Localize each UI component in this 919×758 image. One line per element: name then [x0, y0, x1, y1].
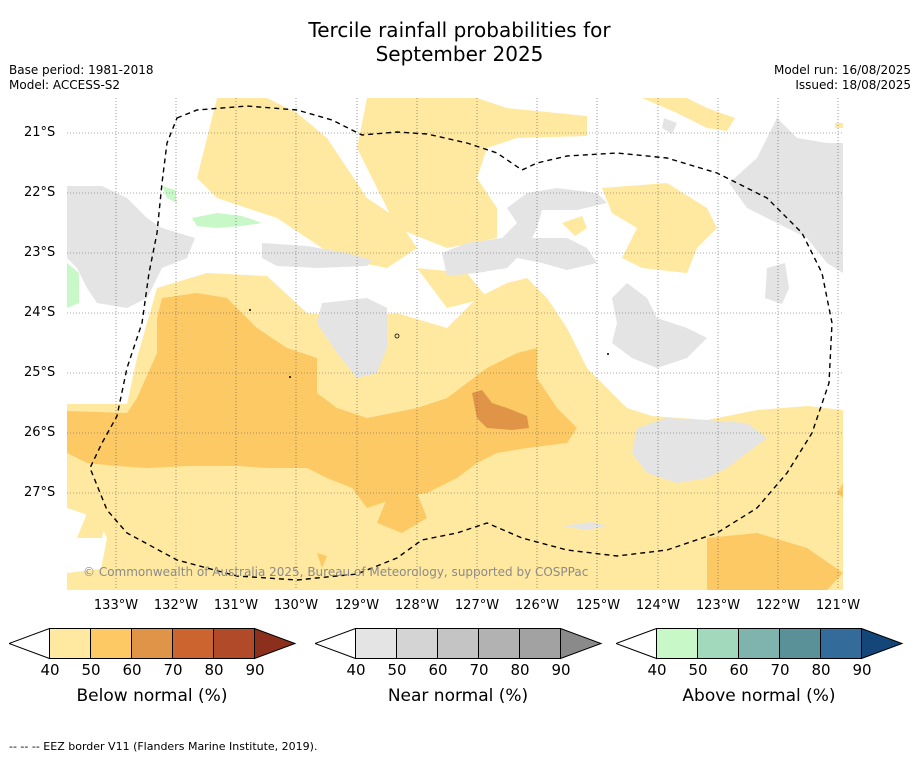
cbar-tick: 50	[81, 661, 101, 679]
colorbar-below-normal	[7, 627, 297, 664]
lat-label: 22°S	[24, 185, 56, 200]
cbar-tick: 40	[647, 661, 667, 679]
eez-footnote: -- -- -- EEZ border V11 (Flanders Marine…	[9, 740, 318, 753]
cbar-tick: 60	[729, 661, 749, 679]
cbar-segment	[213, 628, 255, 659]
below-normal-60-70-areas	[472, 390, 529, 430]
cbar-tick: 90	[551, 661, 571, 679]
lat-label: 21°S	[24, 125, 56, 140]
cbar-segment	[90, 628, 132, 659]
cbar-tick: 90	[852, 661, 872, 679]
cbar-segment	[738, 628, 780, 659]
cbar-segment	[656, 628, 698, 659]
cbar-tick: 60	[428, 661, 448, 679]
lon-label: 133°W	[93, 598, 139, 613]
meta-right: Model run: 16/08/2025 Issued: 18/08/2025	[774, 63, 911, 93]
cbar-segment	[172, 628, 214, 659]
title-line-2: September 2025	[375, 42, 544, 66]
base-period: Base period: 1981-2018	[9, 63, 154, 77]
eez-border	[89, 105, 833, 581]
colorbar-near-normal	[313, 627, 603, 664]
lon-label: 129°W	[334, 598, 380, 613]
island-marker	[394, 333, 400, 339]
cbar-tick: 40	[40, 661, 60, 679]
colorbar-below-svg	[7, 627, 297, 660]
lon-label: 130°W	[273, 598, 319, 613]
colorbar-title-below: Below normal (%)	[76, 686, 228, 706]
model-run: Model run: 16/08/2025	[773, 63, 911, 77]
cbar-segment	[519, 628, 561, 659]
cbar-tick: 70	[469, 661, 489, 679]
cbar-segment	[779, 628, 821, 659]
lat-label: 25°S	[24, 365, 56, 380]
cbar-tick: 50	[688, 661, 708, 679]
lat-label: 24°S	[24, 305, 56, 320]
cbar-segment	[820, 628, 862, 659]
graticule	[67, 98, 843, 590]
island-marker	[289, 376, 291, 378]
cbar-tick: 40	[346, 661, 366, 679]
map-title: Tercile rainfall probabilities for Septe…	[0, 18, 919, 66]
colorbar-title-above: Above normal (%)	[682, 686, 836, 706]
lat-label: 27°S	[24, 485, 56, 500]
cbar-low-arrow	[614, 627, 657, 660]
colorbar-above-svg	[614, 627, 904, 660]
model-name: Model: ACCESS-S2	[9, 78, 121, 92]
cbar-segment	[437, 628, 479, 659]
colorbar-above-normal	[614, 627, 904, 664]
cbar-tick: 80	[811, 661, 831, 679]
cbar-tick: 80	[510, 661, 530, 679]
cbar-high-arrow	[560, 627, 603, 660]
title-line-1: Tercile rainfall probabilities for	[308, 18, 611, 42]
cbar-low-arrow	[7, 627, 50, 660]
copyright-notice: © Commonwealth of Australia 2025, Bureau…	[83, 565, 589, 579]
lon-label: 128°W	[394, 598, 440, 613]
lon-label: 123°W	[695, 598, 741, 613]
cbar-segment	[478, 628, 520, 659]
island-marker	[607, 353, 609, 355]
cbar-tick: 80	[204, 661, 224, 679]
map-panel[interactable]	[67, 98, 843, 590]
meta-left: Base period: 1981-2018 Model: ACCESS-S2	[9, 63, 154, 93]
cbar-tick: 60	[122, 661, 142, 679]
colorbar-title-near: Near normal (%)	[387, 686, 529, 706]
lon-label: 124°W	[635, 598, 681, 613]
cbar-high-arrow	[861, 627, 904, 660]
lon-label: 121°W	[815, 598, 861, 613]
map-svg	[67, 98, 843, 590]
lon-label: 122°W	[755, 598, 801, 613]
below-normal-50-60-areas	[67, 293, 843, 590]
lon-label: 132°W	[153, 598, 199, 613]
issued-date: Issued: 18/08/2025	[795, 78, 911, 92]
cbar-segment	[131, 628, 173, 659]
lon-label: 131°W	[213, 598, 259, 613]
cbar-segment	[697, 628, 739, 659]
lon-label: 125°W	[575, 598, 621, 613]
cbar-high-arrow	[254, 627, 297, 660]
cbar-low-arrow	[313, 627, 356, 660]
cbar-segment	[355, 628, 397, 659]
cbar-tick: 70	[770, 661, 790, 679]
cbar-segment	[396, 628, 438, 659]
lat-label: 26°S	[24, 425, 56, 440]
above-normal-40-50-areas	[67, 186, 262, 308]
cbar-tick: 50	[387, 661, 407, 679]
cbar-tick: 90	[245, 661, 265, 679]
near-normal-40-50-areas	[67, 118, 843, 530]
lon-label: 127°W	[454, 598, 500, 613]
island-marker	[249, 309, 251, 311]
lat-label: 23°S	[24, 245, 56, 260]
cbar-tick: 70	[163, 661, 183, 679]
colorbar-near-svg	[313, 627, 603, 660]
lon-label: 126°W	[514, 598, 560, 613]
cbar-segment	[49, 628, 91, 659]
